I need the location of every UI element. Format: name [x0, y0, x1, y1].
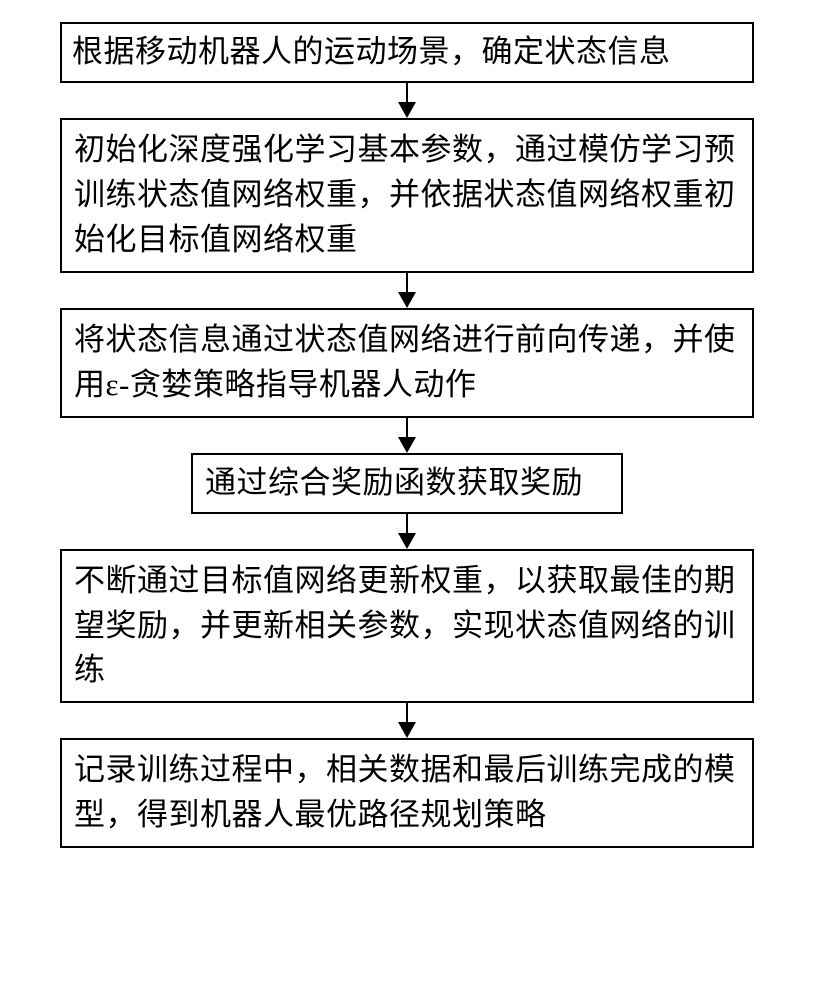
arrow-down-icon [398, 703, 416, 738]
arrow-down-icon [398, 514, 416, 549]
flow-node-text: 记录训练过程中，相关数据和最后训练完成的模型，得到机器人最优路径规划策略 [74, 748, 740, 838]
flowchart-container: 根据移动机器人的运动场景，确定状态信息初始化深度强化学习基本参数，通过模仿学习预… [60, 22, 754, 848]
flow-node-n4: 通过综合奖励函数获取奖励 [191, 453, 623, 514]
flow-node-text: 通过综合奖励函数获取奖励 [205, 461, 583, 506]
flow-node-text: 初始化深度强化学习基本参数，通过模仿学习预训练状态值网络权重，并依据状态值网络权… [74, 128, 740, 263]
arrow-down-icon [398, 273, 416, 308]
flow-node-n1: 根据移动机器人的运动场景，确定状态信息 [60, 22, 754, 83]
flow-node-text: 将状态信息通过状态值网络进行前向传递，并使用ε-贪婪策略指导机器人动作 [74, 318, 740, 408]
flow-node-text: 根据移动机器人的运动场景，确定状态信息 [72, 30, 671, 75]
flow-node-n3: 将状态信息通过状态值网络进行前向传递，并使用ε-贪婪策略指导机器人动作 [60, 308, 754, 418]
flow-node-n2: 初始化深度强化学习基本参数，通过模仿学习预训练状态值网络权重，并依据状态值网络权… [60, 118, 754, 273]
arrow-down-icon [398, 83, 416, 118]
flow-node-n5: 不断通过目标值网络更新权重，以获取最佳的期望奖励，并更新相关参数，实现状态值网络… [60, 549, 754, 704]
flow-node-text: 不断通过目标值网络更新权重，以获取最佳的期望奖励，并更新相关参数，实现状态值网络… [74, 559, 740, 694]
arrow-down-icon [398, 418, 416, 453]
flow-node-n6: 记录训练过程中，相关数据和最后训练完成的模型，得到机器人最优路径规划策略 [60, 738, 754, 848]
